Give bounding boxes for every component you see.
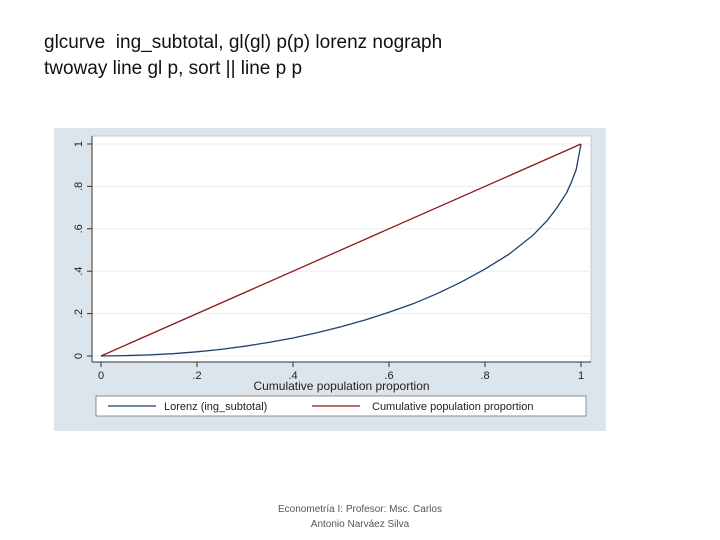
x-tick-label-5: 1 (578, 370, 584, 382)
footer-line-1: Econometría I: Profesor: Msc. Carlos (278, 504, 442, 515)
lorenz-chart: 0 .2 .4 .6 .8 1 0 .2 .4 .6 .8 1 Cumulative populatio… (73, 135, 592, 417)
series-line-1 (100, 143, 582, 357)
x-tick-label-3: .6 (384, 370, 393, 382)
code-line-1: glcurve ing_subtotal, gl(gl) p(p) lorenz… (44, 32, 443, 53)
y-tick-label-0: 0 (73, 353, 85, 359)
code-line-2: twoway line gl p, sort || line p p (44, 58, 303, 79)
y-tick-label-5: 1 (73, 141, 85, 147)
y-tick-label-2: .4 (73, 267, 85, 276)
x-tick-label-1: .2 (192, 370, 201, 382)
x-tick-label-4: .8 (480, 370, 489, 382)
x-axis-title: Cumulative population proportion (253, 379, 429, 393)
chart-panel: 0 .2 .4 .6 .8 1 0 .2 .4 .6 .8 1 Cumulative populatio… (54, 128, 606, 431)
x-tick-label-2: .4 (288, 370, 297, 382)
footer-line-2: Antonio Narváez Silva (310, 519, 410, 530)
y-tick-label-4: .8 (73, 182, 85, 191)
legend-label-0: Lorenz (ing_subtotal) (164, 401, 267, 413)
y-tick-label-3: .6 (73, 224, 85, 233)
y-tick-label-1: .2 (73, 309, 85, 318)
legend-label-1: Cumulative population proportion (372, 401, 533, 413)
slide-footer: Econometría I: Profesor: Msc. Carlos Ant… (0, 502, 720, 532)
series-line-0 (100, 143, 582, 357)
plot-area (91, 135, 592, 363)
stata-command-text: glcurve ing_subtotal, gl(gl) p(p) lorenz… (44, 30, 442, 82)
x-tick-label-0: 0 (98, 370, 104, 382)
